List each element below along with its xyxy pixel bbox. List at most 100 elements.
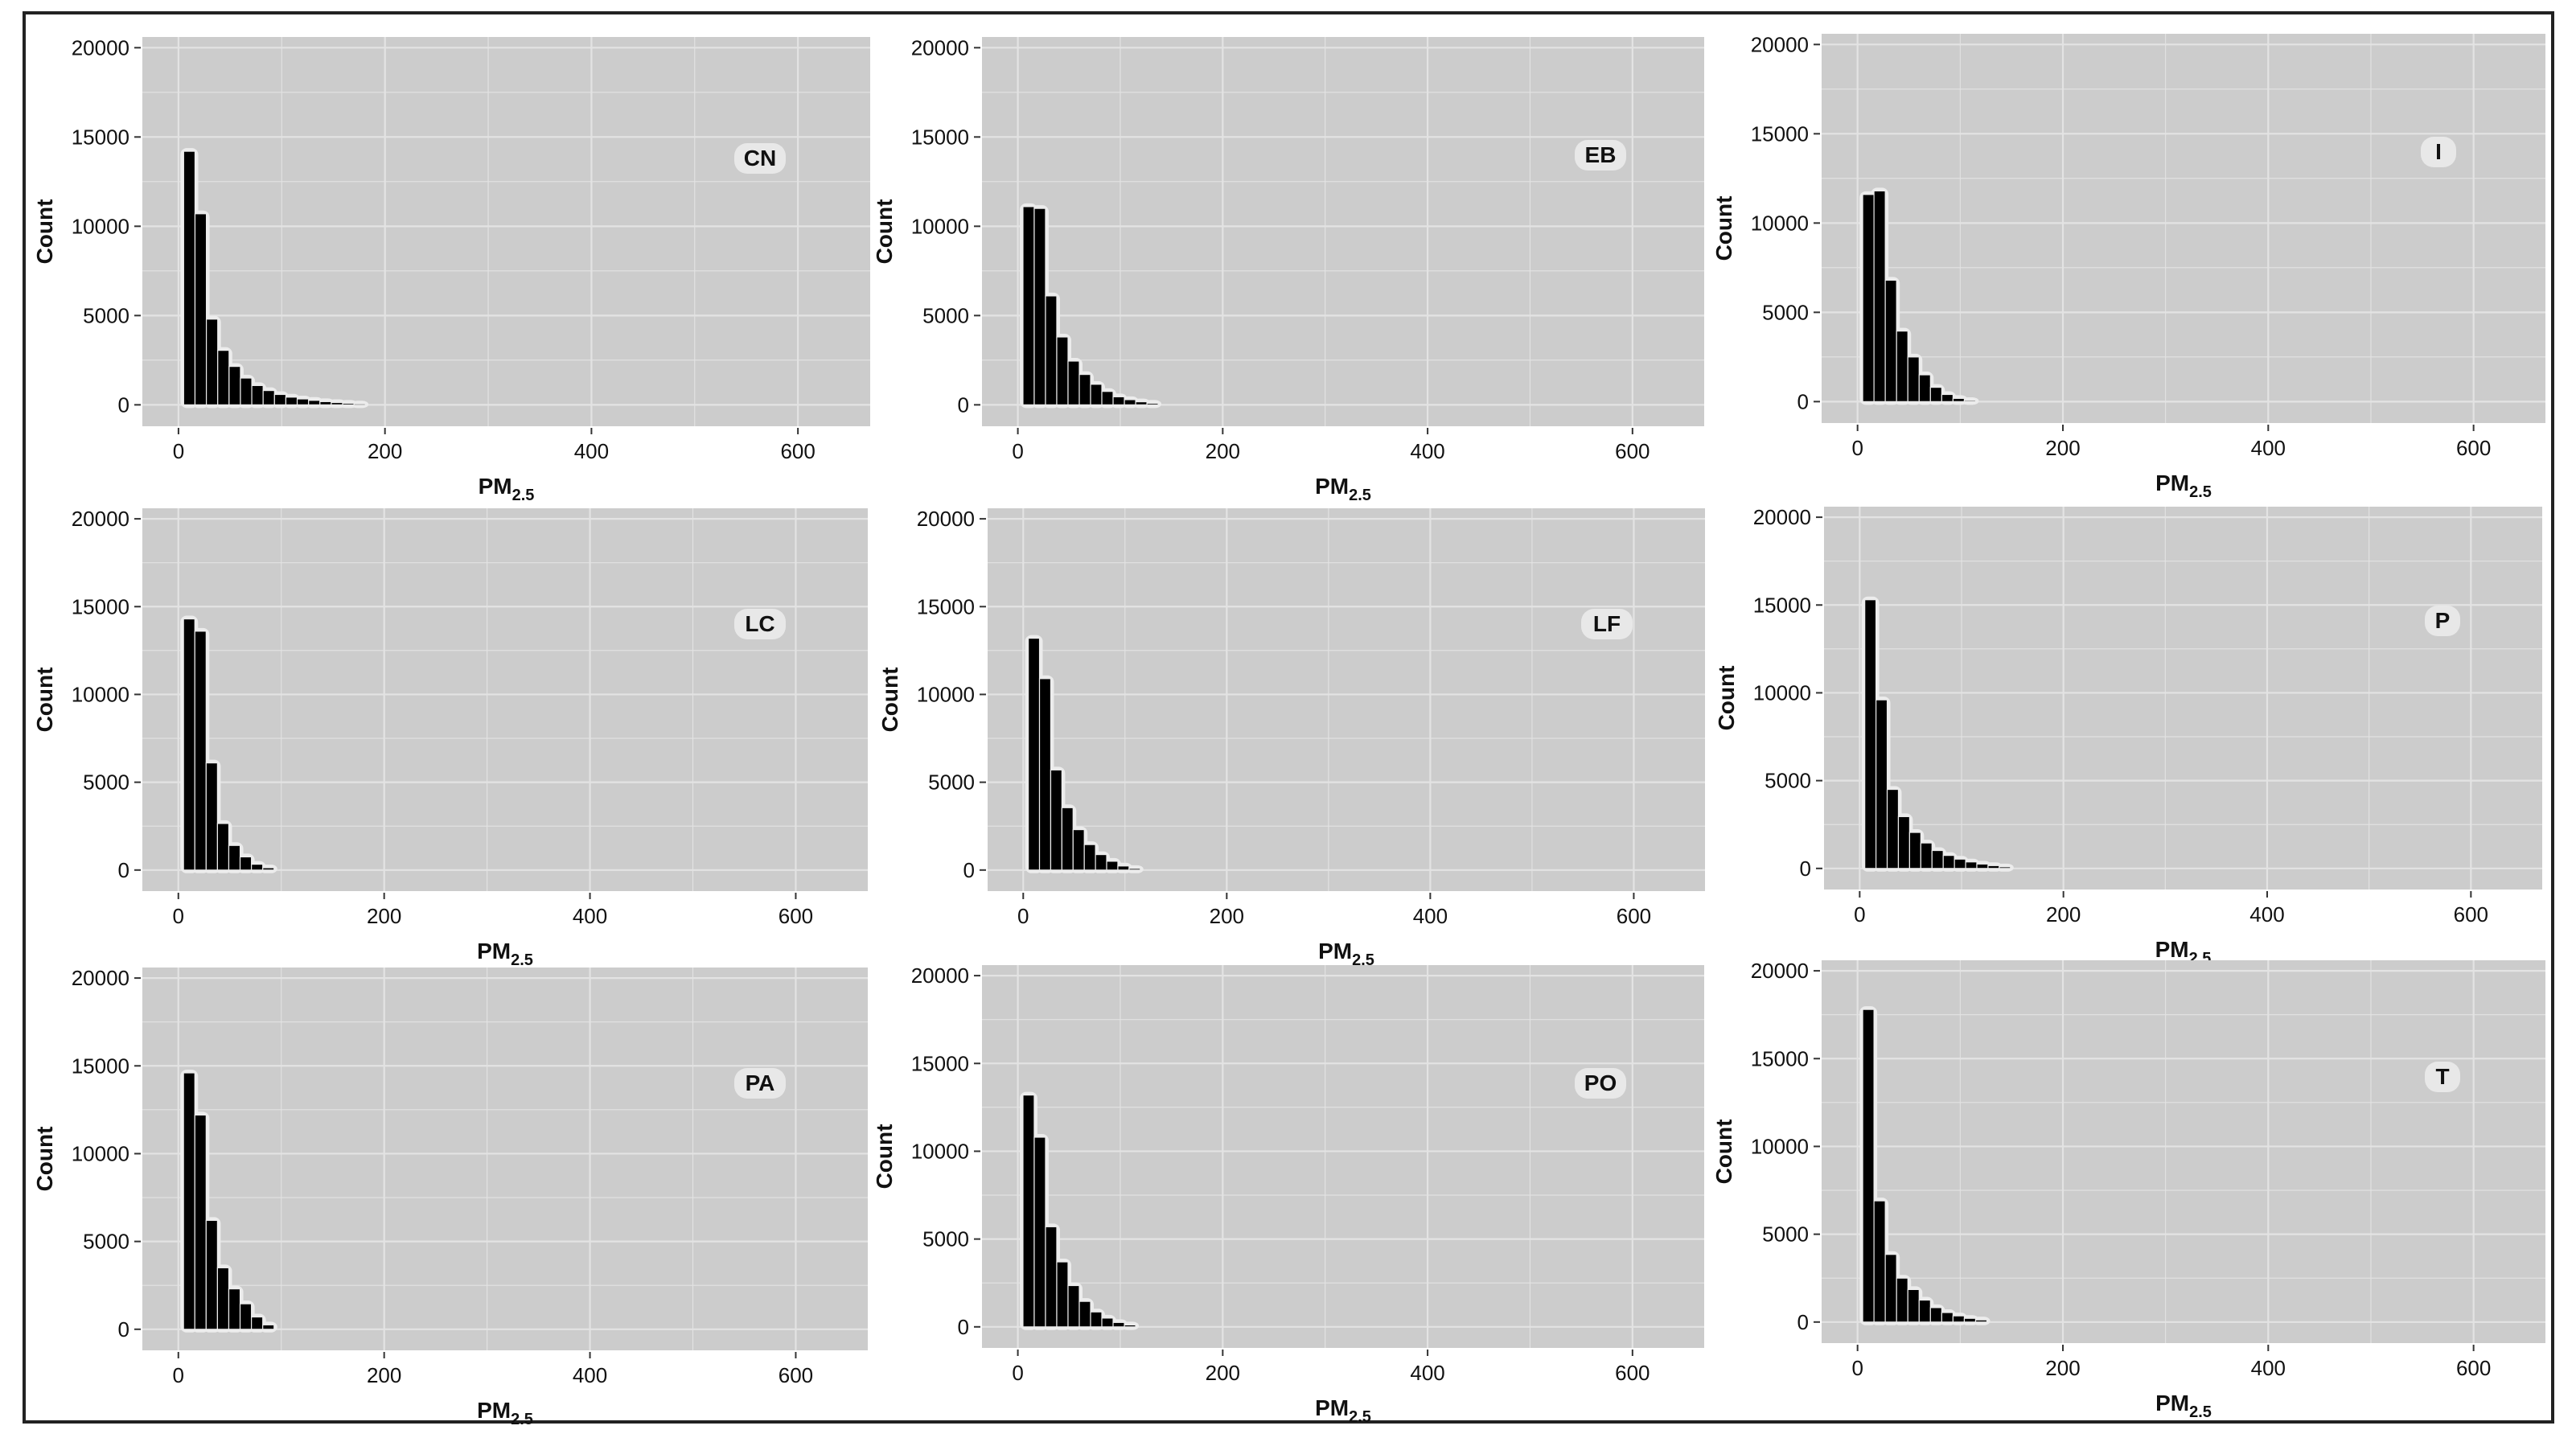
histogram-bar [1078,1300,1091,1328]
bars [1861,596,2014,872]
panel-label-halo [734,609,786,639]
x-tick-label: 0 [173,1363,184,1387]
y-tick-label: 10000 [1753,680,1811,705]
y-tick-label: 5000 [83,770,129,795]
histogram-bar [1083,844,1096,871]
histogram-bar [1101,391,1114,405]
histogram-bar [1862,1009,1875,1323]
histogram-bar [296,398,310,405]
x-tick-label: 400 [573,904,607,928]
gridlines [142,968,868,1350]
x-tick-label: 0 [1017,904,1029,928]
bars [1025,635,1144,873]
histogram-bar [228,844,241,871]
histogram-bar [1072,828,1085,871]
histogram-bar [1090,384,1103,405]
y-axis-title: Count [1711,1120,1736,1185]
x-tick-label: 0 [173,439,184,463]
histogram-bar [1033,207,1046,405]
panel-label: P [2435,608,2451,633]
x-tick-label: 200 [1206,1361,1240,1385]
histogram-panel-po: 0 5000 10000 15000 20000 0 200 400 600 Count PM2.5… [872,963,1704,1426]
x-tick-label: 200 [2046,902,2081,926]
y-tick-label: 0 [963,858,975,882]
y-tick-label: 5000 [1765,769,1811,793]
histogram-bar [1907,1288,1920,1323]
gridlines [982,965,1704,1348]
y-axis-title: Count [32,1127,57,1192]
y-tick-label: 10000 [72,214,129,238]
histogram-bar [1067,1284,1080,1328]
x-tick-label: 600 [1615,1361,1650,1385]
panel-label-halo [734,143,786,174]
x-tick-label: 200 [1210,904,1244,928]
histogram-bar [205,762,218,871]
panel-label: LC [745,611,774,636]
x-tick-label: 200 [1206,439,1240,463]
y-tick-label: 20000 [1753,505,1811,529]
histogram-bar [1112,1321,1125,1328]
histogram-bar [1929,1307,1942,1323]
histogram-bar [1897,816,1910,869]
histogram-bar [194,631,207,871]
y-tick-label: 15000 [1753,593,1811,617]
y-tick-label: 15000 [1751,1046,1809,1070]
x-tick-label: 0 [1851,436,1863,460]
y-tick-label: 15000 [72,1054,129,1078]
y-tick-label: 0 [118,1317,129,1341]
histogram-panel-cn: 0 5000 10000 15000 20000 0 200 400 600 Count PM2.5… [32,35,870,504]
x-tick-label: 0 [173,904,184,928]
panel-label: PO [1584,1070,1617,1095]
histogram-panel-t: 0 5000 10000 15000 20000 0 200 400 600 Count PM2.5… [1711,959,2545,1421]
bars [1019,203,1162,409]
y-tick-label: 15000 [1751,121,1809,146]
x-axis-title: PM2.5 [477,939,533,969]
y-tick-label: 10000 [1751,1134,1809,1158]
histogram-bar [239,1303,253,1330]
y-axis-title: Count [1714,666,1739,731]
histogram-bar [228,366,241,405]
y-tick-label: 0 [1797,389,1809,413]
histogram-bar [1022,1094,1035,1328]
x-axis-title: PM2.5 [1318,939,1374,969]
histogram-bar [1124,399,1136,405]
y-tick-label: 20000 [72,35,129,60]
x-axis-title: PM2.5 [2155,470,2212,501]
y-tick-label: 20000 [911,35,969,60]
histogram-bar [251,384,264,405]
histogram-bar [194,1114,207,1330]
x-tick-label: 0 [1012,1361,1023,1385]
histogram-bar [1864,599,1877,869]
gridlines [142,508,868,891]
y-tick-label: 5000 [922,1227,969,1251]
histogram-bar [262,389,275,405]
x-axis-title: PM2.5 [479,474,535,504]
histogram-bar [205,1219,218,1330]
y-axis-title: Count [872,1124,897,1189]
y-tick-label: 0 [118,392,129,417]
y-tick-label: 10000 [911,1139,969,1163]
histogram-bar [1033,1136,1046,1328]
histogram-bar [342,402,355,405]
histogram-bar [1045,295,1058,405]
histogram-bar [251,863,264,871]
x-axis-title: PM2.5 [2155,1391,2212,1421]
histogram-bar [216,823,230,871]
x-tick-label: 200 [2045,436,2080,460]
plot-background [1822,34,2545,423]
panel-label: PA [746,1070,775,1095]
gridlines [1822,960,2545,1343]
histogram-bar [1952,397,1966,402]
histogram-bar [353,403,366,406]
y-tick-label: 10000 [911,214,969,238]
histogram-bar [1873,190,1886,402]
histogram-bar [1028,637,1041,871]
histogram-bar [1056,336,1069,405]
y-tick-label: 5000 [1762,300,1809,324]
histogram-bar [1954,858,1966,869]
histogram-bar [239,856,253,871]
plot-background [142,968,868,1350]
x-tick-label: 600 [779,904,813,928]
